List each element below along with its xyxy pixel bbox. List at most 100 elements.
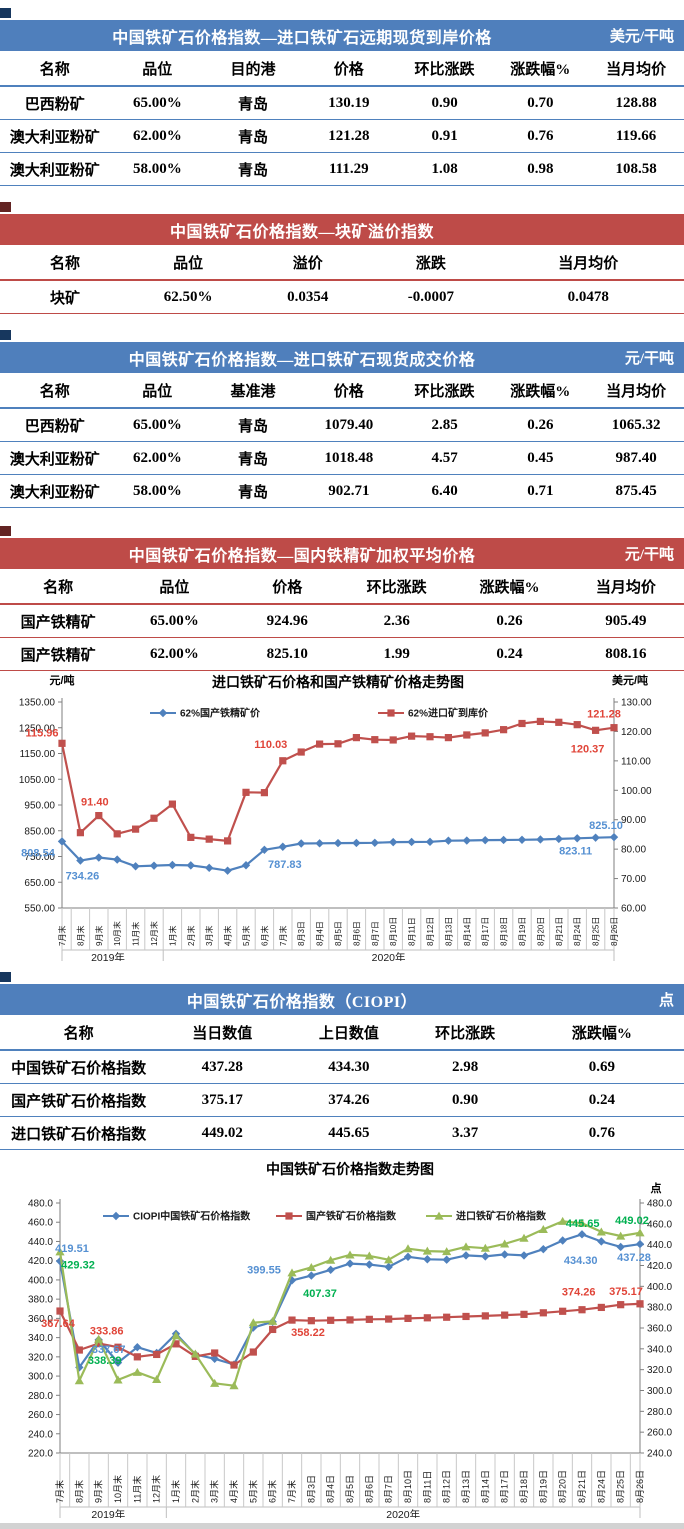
data-point-marker <box>519 1233 529 1242</box>
axes: 1350.00 1250.00 1150.00 1050.00 950.00 850.00… <box>19 698 652 915</box>
data-point-marker <box>241 861 251 870</box>
table-row: 中国铁矿石价格指数 437.28 434.30 2.98 0.69 <box>0 1050 684 1084</box>
data-point-annotation: 437.28 <box>617 1252 651 1264</box>
data-point-annotation: 120.37 <box>571 743 605 755</box>
data-point-marker <box>519 1251 529 1260</box>
column-header: 当月均价 <box>606 61 667 78</box>
column-header: 涨跌幅% <box>479 579 540 596</box>
chart-title: 中国铁矿石价格指数走势图 <box>266 1161 434 1177</box>
data-point-marker <box>434 1211 444 1220</box>
table-title: 中国铁矿石价格指数（CIOPI） <box>186 993 418 1011</box>
x-axis-tick-label: 4月末 <box>223 926 233 946</box>
right-axis-tick-label: 280.0 <box>647 1407 672 1418</box>
table-title-band: 中国铁矿石价格指数—国内铁精矿加权平均价格 元/干吨 <box>0 538 684 569</box>
table-title-band: 中国铁矿石价格指数（CIOPI） 点 <box>0 984 684 1015</box>
x-axis-tick-label: 12月末 <box>149 921 159 946</box>
data-table: 名称 当日数值 上日数值 环比涨跌 涨跌幅% 中国铁矿石价格指数 437.28 434.30 2… <box>0 1015 684 1150</box>
data-point-marker <box>610 724 618 732</box>
data-point-marker <box>94 1334 104 1343</box>
right-axis-tick-label: 360.0 <box>647 1324 672 1335</box>
x-axis-tick-label: 8月21日 <box>577 1470 587 1503</box>
x-axis-tick-label: 2月末 <box>186 926 196 946</box>
table-cell: 2.85 <box>431 416 458 433</box>
right-axis-tick-label: 420.0 <box>647 1261 672 1272</box>
data-point-marker <box>423 1255 432 1264</box>
data-table: 名称 品位 目的港 价格 环比涨跌 涨跌幅% 当月均价 巴西粉矿 65.00% 青岛 130.19 0… <box>0 51 684 186</box>
x-axis-tick-label: 8月末 <box>73 1480 84 1503</box>
x-axis-tick-label: 6月末 <box>267 1480 278 1503</box>
data-point-marker <box>187 833 195 841</box>
table-cell: 青岛 <box>238 451 269 468</box>
table-ciopi-index: 中国铁矿石价格指数（CIOPI） 点 名称 当日数值 上日数值 环比涨跌 涨跌幅% 中国铁… <box>0 972 684 1150</box>
right-axis-tick-label: 70.00 <box>621 874 646 885</box>
data-point-marker <box>481 1312 489 1320</box>
data-point-annotation: 399.55 <box>247 1264 281 1276</box>
data-point-marker <box>242 788 250 796</box>
table-cell: 0.76 <box>588 1124 616 1141</box>
table-cell: 62.50% <box>163 288 213 305</box>
left-axis-tick-label: 650.00 <box>24 878 55 889</box>
data-point-marker <box>315 839 324 848</box>
right-axis-tick-label: 240.0 <box>647 1449 672 1460</box>
table-unit: 点 <box>658 993 674 1009</box>
data-point-annotation: 91.40 <box>81 797 109 809</box>
column-header: 涨跌幅% <box>510 61 571 78</box>
table-title-band: 中国铁矿石价格指数—进口铁矿石现货成交价格 元/干吨 <box>0 342 684 373</box>
data-point-marker <box>609 832 619 842</box>
column-header: 环比涨跌 <box>414 383 475 400</box>
row-label: 进口铁矿石价格指数 <box>11 1126 147 1143</box>
right-axis-tick-label: 300.0 <box>647 1386 672 1397</box>
table-row: 澳大利亚粉矿 62.00% 青岛 121.28 0.91 0.76 119.66 <box>0 120 684 153</box>
data-point-marker <box>133 1353 141 1361</box>
table-cell: 0.26 <box>496 612 523 629</box>
table-cell: 905.49 <box>605 612 647 629</box>
chart-legend: CIOPI中国铁矿石价格指数 国产铁矿石价格指数 进口铁矿石价格指数 <box>103 1210 547 1223</box>
data-point-marker <box>152 1375 162 1384</box>
table-cell: 902.71 <box>328 482 370 499</box>
right-axis-tick-label: 60.00 <box>621 904 646 915</box>
data-point-marker <box>423 1314 431 1322</box>
table-cell: 2.98 <box>451 1058 479 1075</box>
data-point-marker <box>95 1339 103 1348</box>
column-header: 名称 <box>49 255 80 272</box>
data-point-marker <box>389 837 398 847</box>
x-axis-tick-label: 7月末 <box>286 1480 297 1503</box>
table-lump-premium-index: 中国铁矿石价格指数—块矿溢价指数 名称 品位 溢价 涨跌 当月均价 块矿 62.50% 0.0… <box>0 202 684 314</box>
table-cell: 0.71 <box>527 482 554 499</box>
data-point-annotation: 338.39 <box>88 1355 122 1367</box>
table-cell: 875.45 <box>615 482 657 499</box>
data-point-annotation: 367.64 <box>41 1318 76 1330</box>
data-point-annotation: 419.51 <box>55 1243 89 1255</box>
right-axis-tick-label: 260.0 <box>647 1428 672 1439</box>
data-point-marker <box>443 1313 451 1321</box>
right-axis-tick-label: 320.0 <box>647 1365 672 1376</box>
data-point-marker <box>307 1271 316 1280</box>
column-header: 当月均价 <box>558 255 619 272</box>
data-point-marker <box>558 1236 567 1245</box>
data-point-marker <box>500 1250 509 1259</box>
legend-label: 62%进口矿到库价 <box>408 707 489 720</box>
x-axis-tick-label: 8月18日 <box>500 917 509 946</box>
table-cell: 62.00% <box>132 449 182 466</box>
table-row: 巴西粉矿 65.00% 青岛 130.19 0.90 0.70 128.88 <box>0 86 684 120</box>
x-axis-tick-label: 8月26日 <box>610 917 619 946</box>
data-point-marker <box>387 709 395 717</box>
x-axis-tick-label: 6月末 <box>259 926 269 946</box>
data-point-annotation: 808.54 <box>21 847 56 859</box>
data-table: 名称 品位 基准港 价格 环比涨跌 涨跌幅% 当月均价 巴西粉矿 65.00% 青岛 1079.40… <box>0 373 684 508</box>
data-point-marker <box>149 861 159 870</box>
corner-chip <box>0 330 11 340</box>
x-axis-tick-label: 8月20日 <box>536 917 545 946</box>
x-axis-tick-label: 3月末 <box>204 926 214 946</box>
corner-chip <box>0 972 11 982</box>
left-axis-tick-label: 1050.00 <box>19 775 56 786</box>
table-cell: 108.58 <box>615 160 657 177</box>
x-axis-tick-label: 8月3日 <box>306 1475 316 1503</box>
table-cell: 58.00% <box>132 160 182 177</box>
table-title: 中国铁矿石价格指数—国内铁精矿加权平均价格 <box>128 547 476 565</box>
data-point-annotation: 734.26 <box>66 871 100 883</box>
data-point-marker <box>554 834 563 844</box>
data-point-marker <box>364 1251 374 1260</box>
data-point-marker <box>481 835 490 845</box>
data-point-marker <box>520 1310 528 1318</box>
